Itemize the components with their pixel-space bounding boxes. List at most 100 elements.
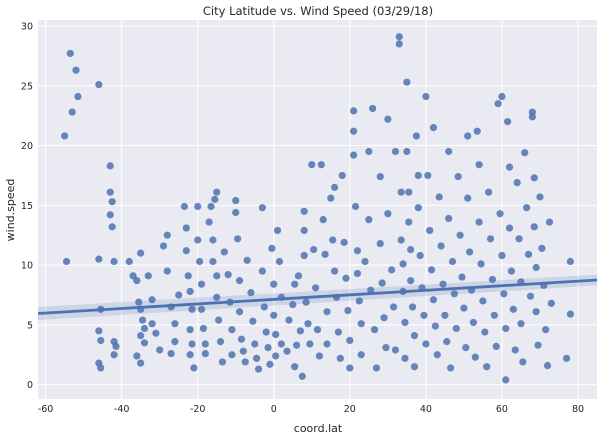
data-point [504,118,512,126]
data-point [475,218,483,226]
data-point [224,271,232,279]
data-point [338,171,346,180]
data-point [216,338,225,346]
data-point [294,272,303,280]
data-point [401,318,409,327]
data-point [125,257,133,266]
data-point [180,202,189,211]
data-point [97,364,105,372]
data-point [249,317,257,325]
data-point [369,104,377,113]
data-point [365,147,373,156]
data-point [454,173,462,181]
data-point [505,224,514,232]
data-point [321,250,329,258]
data-point [95,80,103,89]
y-tick-label: 20 [21,141,33,152]
data-point [138,316,147,324]
data-point [523,204,531,212]
data-point [215,316,223,324]
data-point [298,372,306,380]
data-point [247,288,255,297]
data-point [66,49,74,58]
data-point [186,287,194,295]
data-point [507,267,516,275]
data-point [475,161,483,169]
data-point [420,311,428,319]
data-point [351,202,360,211]
data-point [186,326,194,334]
data-point [262,328,270,336]
data-point [112,342,120,350]
data-point [313,326,322,334]
data-point [228,326,236,334]
x-tick-label: -20 [190,404,206,415]
data-point [315,352,324,360]
data-point [258,204,266,212]
data-point [140,324,149,333]
data-point [344,306,352,315]
data-point [505,163,514,171]
data-point [403,147,411,156]
data-point [429,296,438,304]
x-tick-label: 80 [572,404,584,415]
data-point [140,339,149,347]
data-point [445,214,453,223]
data-point [408,303,417,311]
data-point [450,290,458,298]
data-point [422,92,430,101]
data-point [361,257,369,266]
data-point [342,274,350,282]
data-point [306,340,314,348]
data-point [144,272,152,280]
data-point [532,308,540,316]
data-point [163,267,171,275]
data-point [542,326,550,334]
data-point [211,195,219,203]
data-point [492,342,500,350]
data-point [456,231,464,239]
data-point [378,279,386,287]
data-point [106,162,114,170]
data-point [291,363,299,371]
data-point [410,332,419,340]
data-point [357,351,365,359]
data-point [346,336,354,345]
x-tick-labels: -60 -40 -20 0 20 40 60 80 [38,404,584,415]
data-point [270,280,278,288]
data-point [285,316,293,324]
data-point [209,257,217,266]
data-point [543,361,552,370]
data-point [405,188,413,196]
data-point [228,351,236,359]
data-point [194,236,202,244]
data-point [403,78,411,86]
data-point [137,359,145,367]
y-tick-label: 5 [27,320,33,331]
data-point [97,336,105,345]
data-point [209,236,217,244]
data-point [536,193,544,201]
data-point [190,364,198,372]
data-point [460,304,468,312]
data-point [323,340,331,348]
data-point [110,257,118,266]
data-point [171,320,179,328]
data-point [272,352,280,360]
data-point [201,340,209,348]
data-point [410,363,419,371]
data-point [137,332,145,340]
data-point [95,255,103,263]
data-point [416,251,424,260]
data-point [264,343,272,352]
data-point [435,193,443,201]
data-point [391,147,400,156]
data-point [384,115,392,123]
data-point [62,257,71,266]
data-point [186,351,194,359]
data-point [108,223,116,231]
data-point [532,263,540,272]
data-point [445,147,453,156]
data-point [308,161,316,169]
data-point [509,305,517,313]
